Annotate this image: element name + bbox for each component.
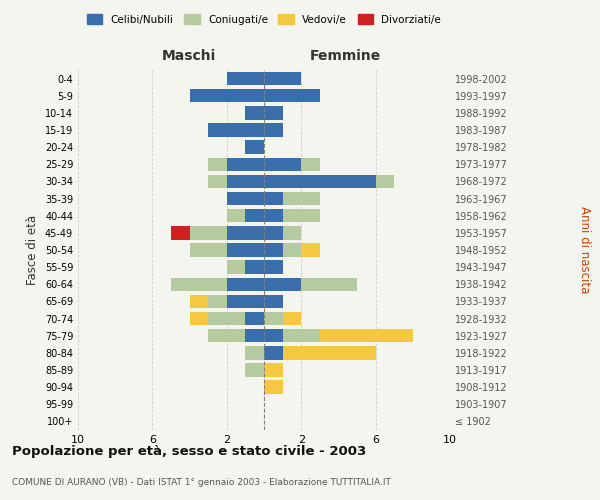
Bar: [245, 312, 264, 326]
Bar: [264, 158, 301, 171]
Bar: [227, 209, 245, 222]
Bar: [301, 158, 320, 171]
Bar: [264, 278, 301, 291]
Bar: [171, 278, 227, 291]
Bar: [245, 364, 264, 376]
Bar: [208, 124, 264, 136]
Bar: [190, 89, 264, 102]
Bar: [376, 174, 394, 188]
Bar: [264, 346, 283, 360]
Bar: [283, 192, 320, 205]
Bar: [227, 174, 264, 188]
Bar: [283, 329, 320, 342]
Bar: [245, 106, 264, 120]
Text: Maschi: Maschi: [162, 48, 216, 62]
Bar: [283, 209, 320, 222]
Bar: [208, 158, 227, 171]
Bar: [264, 106, 283, 120]
Bar: [283, 312, 301, 326]
Bar: [190, 312, 208, 326]
Bar: [227, 278, 264, 291]
Bar: [227, 158, 264, 171]
Bar: [227, 192, 264, 205]
Bar: [245, 260, 264, 274]
Bar: [264, 244, 283, 256]
Bar: [264, 72, 301, 86]
Bar: [190, 294, 208, 308]
Y-axis label: Anni di nascita: Anni di nascita: [578, 206, 590, 294]
Bar: [208, 174, 227, 188]
Bar: [264, 192, 283, 205]
Bar: [190, 226, 227, 239]
Bar: [227, 294, 264, 308]
Bar: [190, 244, 227, 256]
Text: COMUNE DI AURANO (VB) - Dati ISTAT 1° gennaio 2003 - Elaborazione TUTTITALIA.IT: COMUNE DI AURANO (VB) - Dati ISTAT 1° ge…: [12, 478, 391, 487]
Bar: [320, 329, 413, 342]
Bar: [283, 346, 376, 360]
Text: Femmine: Femmine: [310, 48, 380, 62]
Bar: [208, 329, 245, 342]
Bar: [171, 226, 190, 239]
Bar: [264, 89, 320, 102]
Bar: [283, 244, 301, 256]
Bar: [264, 329, 283, 342]
Bar: [264, 124, 283, 136]
Bar: [264, 260, 283, 274]
Bar: [208, 312, 245, 326]
Y-axis label: Fasce di età: Fasce di età: [26, 215, 39, 285]
Bar: [264, 380, 283, 394]
Bar: [245, 140, 264, 154]
Bar: [227, 244, 264, 256]
Bar: [264, 226, 283, 239]
Text: Popolazione per età, sesso e stato civile - 2003: Popolazione per età, sesso e stato civil…: [12, 445, 366, 458]
Bar: [264, 364, 283, 376]
Bar: [227, 72, 264, 86]
Bar: [264, 209, 283, 222]
Bar: [301, 244, 320, 256]
Bar: [227, 226, 264, 239]
Bar: [264, 312, 283, 326]
Bar: [208, 294, 227, 308]
Bar: [245, 329, 264, 342]
Bar: [264, 174, 376, 188]
Bar: [245, 346, 264, 360]
Bar: [227, 260, 245, 274]
Bar: [283, 226, 301, 239]
Bar: [245, 209, 264, 222]
Bar: [264, 294, 283, 308]
Bar: [301, 278, 357, 291]
Legend: Celibi/Nubili, Coniugati/e, Vedovi/e, Divorziati/e: Celibi/Nubili, Coniugati/e, Vedovi/e, Di…: [83, 10, 445, 29]
